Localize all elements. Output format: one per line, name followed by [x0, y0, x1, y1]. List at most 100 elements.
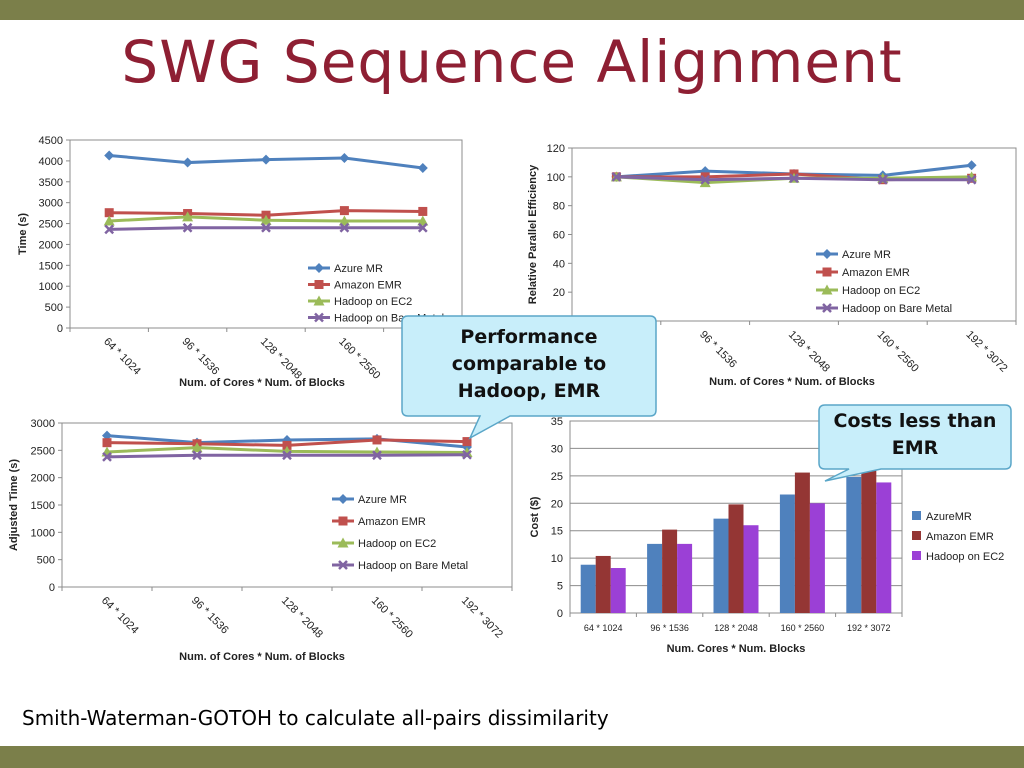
adjusted-data-point: [282, 440, 292, 450]
efficiency-legend-entry: Hadoop on Bare Metal: [816, 303, 952, 315]
cost-legend-entry: Amazon EMR: [912, 531, 994, 543]
efficiency-category-label: 192 * 3072: [963, 329, 1009, 375]
cost-ytick-label: 0: [557, 608, 563, 620]
adjusted-legend-marker: [338, 494, 348, 504]
cost-category-label: 192 * 3072: [847, 623, 891, 633]
cost-bar: [580, 564, 596, 613]
time-data-point: [104, 150, 115, 161]
cost-bar: [728, 504, 744, 613]
cost-ytick-label: 10: [551, 553, 563, 565]
time-ytick-label: 2500: [39, 219, 63, 231]
performance-callout-line-3: Hadoop, EMR: [457, 380, 601, 402]
time-data-point: [339, 206, 349, 216]
cost-category-label: 64 * 1024: [584, 623, 623, 633]
adjusted-ytick-label: 500: [37, 555, 55, 567]
time-series-3: [104, 222, 428, 235]
time-legend-label: Amazon EMR: [334, 280, 402, 292]
efficiency-legend-marker: [821, 284, 833, 295]
time-data-point: [182, 222, 193, 233]
efficiency-data-point: [700, 172, 710, 182]
cost-ytick-label: 25: [551, 471, 563, 483]
time-data-point: [417, 162, 428, 173]
adjusted-data-point: [192, 450, 202, 461]
efficiency-ytick-label: 120: [547, 143, 565, 155]
time-xaxis-title: Num. of Cores * Num. of Blocks: [179, 377, 345, 389]
efficiency-ytick-label: 80: [553, 201, 565, 213]
efficiency-xaxis-title: Num. of Cores * Num. of Blocks: [709, 376, 875, 388]
efficiency-data-point: [966, 174, 977, 185]
adjusted-data-point: [191, 442, 203, 453]
adjusted-svg: 0 500 1000 1500 2000 2500 3000 64 * 1024 96 * 15…: [8, 418, 513, 663]
efficiency-legend-label: Hadoop on Bare Metal: [842, 303, 952, 315]
cost-bar: [647, 543, 663, 613]
time-line-chart: 0 500 1000 1500 2000 2500 3000 3500 4000 4500 64 *…: [16, 132, 472, 390]
slide-title: SWG Sequence Alignment: [121, 28, 903, 96]
cost-legend-swatch: [912, 511, 921, 520]
time-ytick-label: 3500: [39, 177, 63, 189]
adjusted-series-3: [102, 449, 472, 462]
adjusted-legend-marker: [338, 516, 348, 526]
time-category-label: 128 * 2048: [258, 336, 304, 382]
performance-callout-shape: [401, 315, 657, 440]
bottom-band: [0, 746, 1024, 768]
cost-bar: [662, 529, 678, 613]
cost-callout-line-1: Costs less than: [833, 410, 997, 432]
cost-legend-label: Amazon EMR: [926, 531, 994, 543]
adjusted-ytick-label: 2000: [31, 473, 55, 485]
efficiency-legend-label: Hadoop on EC2: [842, 285, 920, 297]
cost-legend-label: AzureMR: [926, 511, 972, 523]
adjusted-legend-entry: Azure MR: [332, 494, 407, 506]
cost-callout: Costs less than EMR: [817, 403, 1013, 482]
time-plot-frame: [69, 139, 463, 329]
efficiency-data-point: [789, 173, 799, 184]
cost-bar: [861, 463, 877, 613]
adjusted-legend-entry: Amazon EMR: [332, 516, 426, 528]
time-data-point: [339, 152, 350, 163]
time-legend-label: Azure MR: [334, 263, 383, 275]
cost-bar: [846, 476, 862, 613]
performance-callout-line-1: Performance: [460, 326, 598, 348]
time-legend-entry: Hadoop on EC2: [308, 295, 412, 308]
adjusted-category-label: 96 * 1536: [189, 595, 231, 637]
adjusted-category-label: 192 * 3072: [459, 595, 505, 641]
efficiency-data-point: [700, 174, 711, 185]
cost-bar: [677, 543, 693, 613]
time-data-point: [182, 211, 194, 222]
time-legend-marker: [313, 295, 325, 306]
time-category-label: 96 * 1536: [179, 336, 221, 378]
time-yaxis-title: Time (s): [17, 213, 29, 255]
cost-legend-swatch: [912, 531, 921, 540]
adjusted-data-point: [372, 450, 382, 461]
efficiency-legend-entry: Azure MR: [816, 249, 891, 261]
adjusted-legend-entry: Hadoop on EC2: [332, 537, 436, 550]
adjusted-data-point: [102, 430, 112, 441]
cost-legend-label: Hadoop on EC2: [926, 551, 1004, 563]
time-data-point: [417, 222, 428, 233]
cost-bar: [713, 518, 729, 613]
efficiency-series-3: [611, 171, 977, 185]
time-data-point: [103, 215, 115, 226]
cost-bar: [595, 555, 611, 613]
time-data-point: [417, 215, 429, 226]
cost-bar: [779, 494, 795, 613]
adjusted-data-point: [372, 435, 382, 445]
efficiency-yaxis-title: Relative Parallel Efficiency: [527, 164, 539, 304]
efficiency-legend-marker: [822, 303, 832, 313]
adjusted-legend-marker: [338, 560, 348, 570]
efficiency-legend-label: Amazon EMR: [842, 267, 910, 279]
adjusted-yaxis-title: Adjusted Time (s): [8, 459, 20, 551]
adjusted-legend-label: Amazon EMR: [358, 516, 426, 528]
time-legend-entry: Amazon EMR: [308, 280, 402, 292]
adjusted-legend-entry: Hadoop on Bare Metal: [332, 560, 468, 572]
cost-xaxis-title: Num. Cores * Num. Blocks: [667, 643, 806, 655]
time-data-point: [260, 214, 272, 225]
adjusted-xaxis-title: Num. of Cores * Num. of Blocks: [179, 651, 345, 663]
cost-legend-swatch: [912, 551, 921, 560]
time-data-point: [261, 154, 271, 165]
time-data-point: [261, 222, 271, 233]
time-legend-label: Hadoop on EC2: [334, 296, 412, 308]
performance-callout: Performance comparable to Hadoop, EMR: [400, 314, 658, 440]
time-data-point: [104, 208, 114, 218]
efficiency-category-label: 160 * 2560: [875, 329, 921, 375]
adjusted-legend-label: Hadoop on EC2: [358, 538, 436, 550]
